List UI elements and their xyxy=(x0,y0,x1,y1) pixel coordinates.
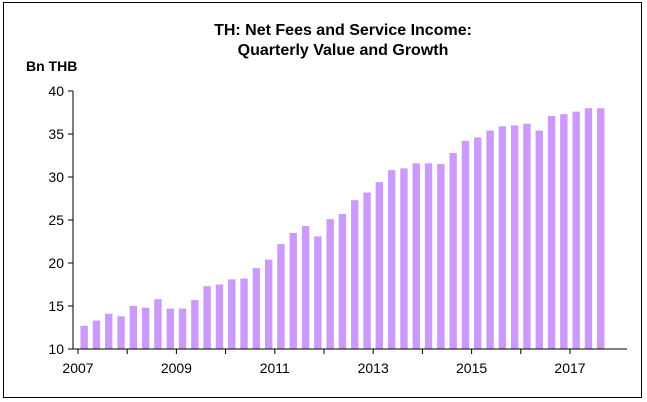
x-tick-label: 2009 xyxy=(161,360,192,376)
bar xyxy=(424,163,433,349)
x-tick-label: 2007 xyxy=(62,360,93,376)
bar xyxy=(547,115,556,349)
bar xyxy=(240,278,248,349)
x-tick-label: 2011 xyxy=(260,360,290,376)
bar xyxy=(597,108,605,349)
bar xyxy=(166,308,174,349)
bar xyxy=(461,140,470,349)
x-tick-label: 2013 xyxy=(358,360,389,376)
bar xyxy=(560,114,568,349)
bar xyxy=(338,213,347,349)
chart-canvas: TH: Net Fees and Service Income: Quarter… xyxy=(26,22,627,376)
bar xyxy=(228,279,236,349)
bar xyxy=(314,236,322,349)
bar xyxy=(584,108,593,349)
bar xyxy=(510,125,519,350)
bar xyxy=(387,170,396,349)
bar xyxy=(141,307,150,349)
axes: 10 15 20 25 30 35 40 2007 2009 2011 2013 2015 2017 xyxy=(48,83,627,376)
bar xyxy=(572,111,580,349)
bar xyxy=(289,232,297,349)
chart-frame: TH: Net Fees and Service Income: Quarter… xyxy=(3,2,642,398)
bar xyxy=(351,200,359,349)
bar xyxy=(363,192,371,349)
bar xyxy=(191,299,199,349)
bar xyxy=(92,320,101,349)
x-tick-label: 2015 xyxy=(456,360,487,376)
bar xyxy=(474,137,482,349)
bar xyxy=(277,244,285,349)
y-tick-label: 35 xyxy=(48,126,64,142)
bar xyxy=(412,163,420,349)
bar xyxy=(301,226,310,349)
y-tick-label: 40 xyxy=(48,83,64,99)
bar xyxy=(375,182,384,349)
bar xyxy=(523,123,531,350)
chart-title-line-1: TH: Net Fees and Service Income: xyxy=(214,22,472,39)
x-tick-label: 2017 xyxy=(554,360,585,376)
bar xyxy=(117,316,125,349)
y-tick-label: 15 xyxy=(48,298,64,314)
y-axis-unit-label: Bn THB xyxy=(26,58,77,74)
bar xyxy=(449,152,457,349)
y-tick-label: 25 xyxy=(48,212,64,228)
bar xyxy=(178,308,187,349)
bar xyxy=(486,130,494,349)
bar xyxy=(203,286,211,349)
y-tick-label: 10 xyxy=(48,341,64,357)
bar xyxy=(264,259,273,349)
bar xyxy=(400,168,408,349)
bar xyxy=(80,325,88,349)
bar xyxy=(215,284,224,349)
chart-title-line-2: Quarterly Value and Growth xyxy=(238,42,449,59)
bar xyxy=(252,268,261,349)
bar xyxy=(154,299,162,349)
bar-series xyxy=(80,108,605,350)
bar xyxy=(105,313,113,349)
bar xyxy=(535,130,543,349)
y-tick-label: 20 xyxy=(48,255,64,271)
y-tick-label: 30 xyxy=(48,169,64,185)
bar xyxy=(437,164,445,349)
bar xyxy=(498,126,507,349)
bar xyxy=(129,306,138,349)
bar xyxy=(326,219,334,349)
